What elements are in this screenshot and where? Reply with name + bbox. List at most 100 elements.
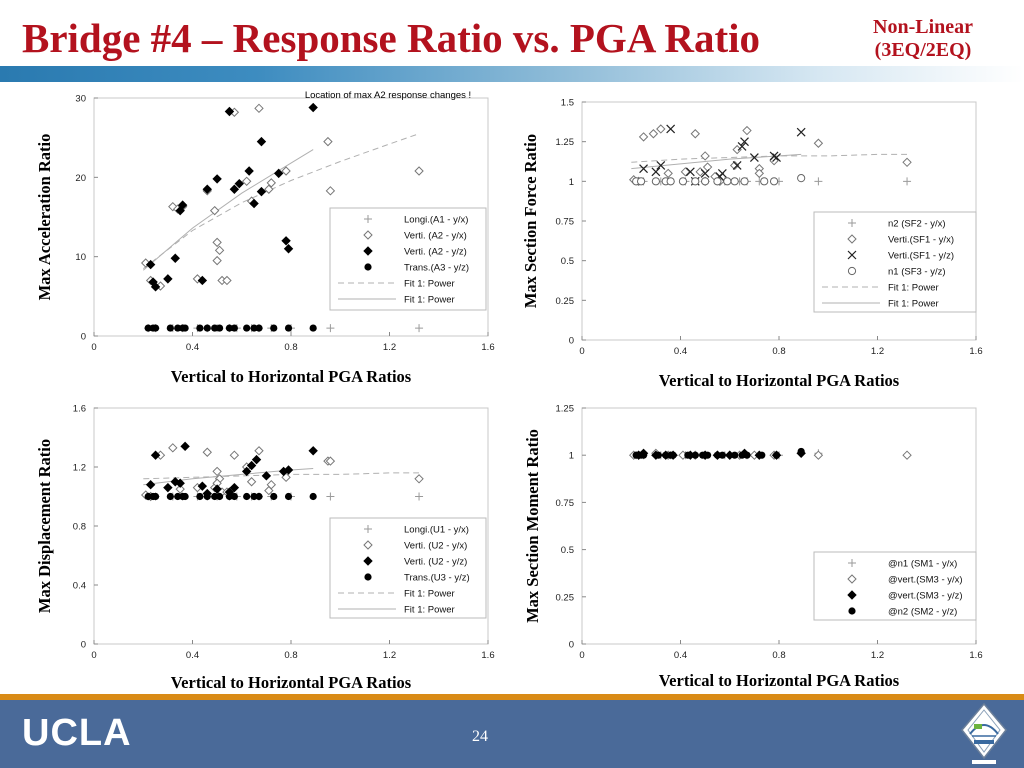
legend-marker xyxy=(847,266,857,276)
y-tick-label: 0.75 xyxy=(556,498,575,509)
data-point xyxy=(729,160,740,171)
y-tick-label: 10 xyxy=(75,252,86,263)
data-point xyxy=(175,478,185,488)
y-tick-label: 0.5 xyxy=(561,545,574,556)
data-point xyxy=(281,472,291,483)
data-point xyxy=(717,168,727,178)
data-point xyxy=(718,451,726,459)
section-moment-chart: 0 0.4 0.8 1.2 1.6 0 0.25 0.5 0.75 1 1.25 @n1 (SM1 -… xyxy=(523,404,983,691)
data-point xyxy=(700,168,710,178)
legend-label: Longi.(U1 - y/x) xyxy=(404,525,469,536)
legend-label: Verti. (U2 - y/z) xyxy=(404,557,467,568)
data-point xyxy=(691,177,700,186)
data-point xyxy=(211,492,219,501)
data-point xyxy=(749,153,759,162)
data-point xyxy=(699,451,707,459)
data-point xyxy=(691,451,699,459)
series-4-points xyxy=(632,447,805,459)
data-point xyxy=(713,177,722,186)
legend-label: Longi.(A1 - y/x) xyxy=(404,215,468,226)
data-point xyxy=(797,174,806,183)
data-point xyxy=(145,259,156,270)
data-point xyxy=(632,451,640,459)
data-point xyxy=(168,443,178,453)
data-point xyxy=(742,125,752,136)
legend-marker xyxy=(364,525,372,533)
data-point xyxy=(326,492,335,501)
series-2-points xyxy=(629,124,912,187)
data-point xyxy=(662,451,670,459)
x-tick-label: 1.6 xyxy=(481,650,494,661)
nevada-seal-logo xyxy=(961,702,1007,764)
x-tick-label: 1.6 xyxy=(969,346,982,357)
data-point xyxy=(215,492,224,501)
data-point xyxy=(261,471,272,481)
y-tick-label: 30 xyxy=(75,94,86,105)
series-4-points xyxy=(144,492,317,501)
x-tick-label: 0.4 xyxy=(186,650,199,661)
data-point xyxy=(241,466,252,477)
data-point xyxy=(251,454,262,465)
footer-accent-line xyxy=(0,694,1024,700)
data-point xyxy=(740,137,749,147)
data-point xyxy=(308,446,318,456)
x-tick-label: 0.8 xyxy=(284,650,297,661)
header-gradient-bar xyxy=(0,66,1024,82)
data-point xyxy=(648,129,659,139)
data-point xyxy=(174,492,182,501)
data-point xyxy=(163,482,173,493)
data-point xyxy=(250,492,258,501)
data-point xyxy=(212,237,222,248)
data-point xyxy=(229,482,240,493)
data-point xyxy=(701,177,710,186)
slide-title: Bridge #4 – Response Ratio vs. PGA Ratio xyxy=(22,15,760,61)
x-tick-label: 0.8 xyxy=(284,342,297,353)
y-tick-label: 1 xyxy=(569,177,574,188)
data-point xyxy=(270,492,278,501)
y-tick-label: 0.75 xyxy=(556,217,575,228)
data-point xyxy=(283,465,294,475)
y-axis-label: Max Displacement Ratio xyxy=(35,439,54,613)
legend-label: @n1 (SM1 - y/x) xyxy=(888,559,957,570)
y-tick-label: 0.25 xyxy=(556,296,575,307)
legend-label: Verti.(SF1 - y/x) xyxy=(888,235,954,246)
data-point xyxy=(144,492,152,501)
data-point xyxy=(309,492,317,501)
data-point xyxy=(281,236,291,246)
data-point xyxy=(760,177,769,186)
data-point xyxy=(255,324,263,332)
section-force-chart: 0 0.4 0.8 1.2 1.6 0 0.25 0.5 0.75 1 1.25 1.5 n2 (SF2… xyxy=(521,98,983,391)
y-tick-label: 1.6 xyxy=(73,404,86,415)
data-point xyxy=(246,460,257,471)
legend-marker xyxy=(363,556,373,566)
data-point xyxy=(769,177,779,186)
data-point xyxy=(654,451,662,459)
data-point xyxy=(769,151,779,161)
y-tick-label: 0 xyxy=(569,336,574,347)
subtitle-line-1: Non-Linear xyxy=(873,16,973,38)
data-point xyxy=(743,451,751,459)
data-point xyxy=(902,450,912,460)
data-point xyxy=(666,124,676,134)
series-3-points xyxy=(145,441,318,499)
x-tick-label: 0.4 xyxy=(674,346,687,357)
data-point xyxy=(284,492,293,501)
data-point xyxy=(174,324,182,332)
legend-label: n1 (SF3 - y/z) xyxy=(888,267,946,278)
data-point xyxy=(814,177,823,186)
data-point xyxy=(256,136,267,147)
y-tick-label: 1.5 xyxy=(561,98,574,109)
data-point xyxy=(678,177,688,186)
data-point xyxy=(680,167,691,177)
data-point xyxy=(212,174,222,184)
legend-marker xyxy=(364,215,372,223)
footer-bar xyxy=(0,700,1024,768)
x-tick-label: 0 xyxy=(579,650,584,661)
legend-marker xyxy=(847,590,857,600)
data-point xyxy=(772,153,781,162)
fit-line-dashed xyxy=(631,153,907,163)
data-point xyxy=(713,451,722,459)
legend-marker xyxy=(848,607,856,615)
data-point xyxy=(170,253,180,263)
legend-label: Fit 1: Power xyxy=(404,295,455,306)
